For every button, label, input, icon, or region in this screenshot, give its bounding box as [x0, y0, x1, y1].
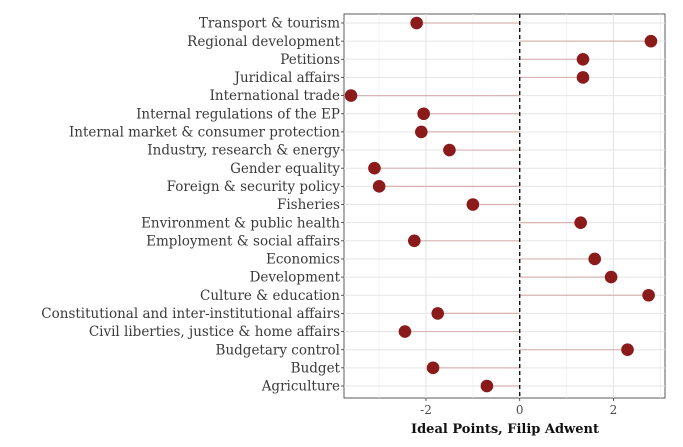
category-label: Internal market & consumer protection: [69, 125, 340, 141]
x-tick-label: -2: [420, 403, 432, 417]
data-point: [644, 34, 658, 48]
category-label: Constitutional and inter-institutional a…: [41, 306, 340, 322]
data-point: [576, 71, 590, 84]
data-point: [398, 325, 412, 338]
category-label: Industry, research & energy: [147, 143, 340, 159]
category-label: Internal regulations of the EP: [136, 106, 340, 122]
category-label: Regional development: [187, 34, 340, 50]
data-point: [576, 53, 590, 66]
x-axis-title: Ideal Points, Filip Adwent: [411, 422, 599, 437]
category-label: Gender equality: [230, 161, 340, 177]
x-tick-label: 2: [610, 403, 618, 417]
category-label: Transport & tourism: [199, 16, 340, 32]
data-point: [574, 216, 587, 229]
data-point: [588, 252, 602, 266]
x-tick-label: 0: [516, 403, 524, 417]
data-point: [443, 143, 456, 157]
data-point: [604, 270, 618, 284]
category-label: Budget: [291, 360, 341, 376]
category-label: Petitions: [280, 52, 340, 68]
category-label: Environment & public health: [141, 215, 340, 231]
data-point: [417, 107, 430, 121]
data-point: [368, 161, 381, 175]
category-label: Agriculture: [261, 379, 340, 395]
data-point: [431, 307, 445, 320]
category-label: Fisheries: [277, 197, 340, 213]
category-label: Budgetary control: [216, 342, 340, 358]
data-point: [415, 125, 428, 139]
category-label: Employment & social affairs: [146, 233, 340, 249]
category-label: Culture & education: [200, 288, 340, 304]
category-label: International trade: [210, 88, 340, 104]
data-point: [372, 180, 386, 193]
data-point: [480, 379, 494, 393]
points: [344, 16, 658, 393]
data-point: [466, 198, 480, 211]
category-labels: Transport & tourism Regional development P…: [41, 16, 344, 395]
category-label: Civil liberties, justice & home affairs: [89, 324, 340, 340]
category-label: Economics: [266, 252, 340, 268]
category-label: Foreign & security policy: [167, 179, 341, 195]
stems: [351, 22, 651, 387]
category-label: Juridical affairs: [233, 70, 341, 86]
plot-panel: [343, 13, 666, 399]
data-point: [426, 361, 440, 375]
data-point: [407, 234, 421, 248]
data-point: [621, 343, 634, 357]
data-point: [344, 89, 358, 102]
x-axis-ticks: -2 0 2: [420, 398, 617, 417]
data-point: [642, 288, 655, 302]
data-point: [410, 16, 423, 30]
category-label: Development: [250, 270, 341, 286]
